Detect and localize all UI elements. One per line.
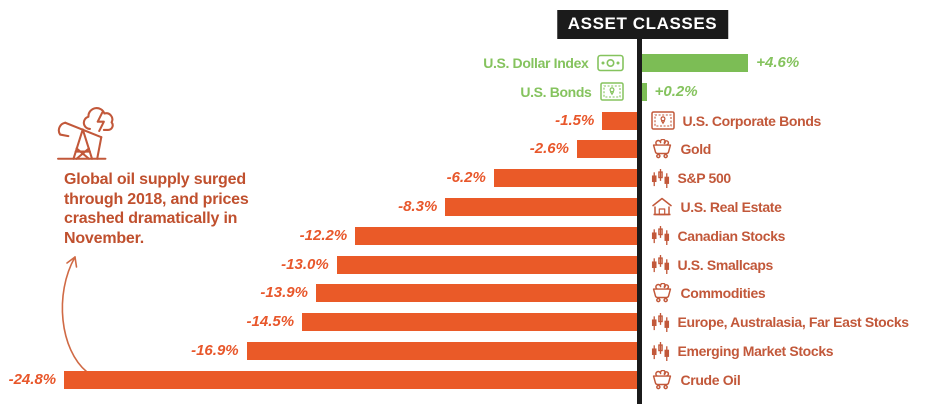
asset-name: U.S. Bonds (520, 83, 592, 100)
asset-name: Crude Oil (680, 371, 741, 388)
candlestick-chart-icon (651, 168, 670, 189)
value-label: -12.2% (299, 226, 348, 244)
asset-row-label: S&P 500 (651, 168, 732, 189)
value-label: -16.9% (191, 342, 239, 359)
bond-certificate-icon (599, 82, 624, 102)
asset-name: Canadian Stocks (677, 227, 786, 244)
bar (493, 169, 637, 188)
axis-line (637, 34, 642, 404)
banknote-icon (596, 54, 624, 72)
candlestick-chart-icon (651, 341, 670, 362)
value-label: -8.3% (398, 198, 438, 215)
candlestick-chart-icon (651, 225, 670, 246)
value-label: -6.2% (446, 169, 486, 187)
bar (642, 54, 749, 72)
bar (642, 82, 647, 101)
asset-row-label: Gold (651, 139, 712, 159)
value-label: -24.8% (8, 370, 57, 388)
asset-row-label: Emerging Market Stocks (651, 341, 834, 362)
oil-pumpjack-storm-icon (56, 98, 126, 171)
asset-row-label: U.S. Smallcaps (651, 254, 774, 275)
asset-row-label: Commodities (651, 283, 766, 303)
bar (302, 313, 637, 332)
annotation-text: Global oil supply surged through 2018, a… (64, 171, 249, 247)
asset-name: Gold (680, 141, 712, 158)
candlestick-chart-icon (651, 254, 670, 275)
bar (355, 226, 637, 245)
value-label: +4.6% (756, 54, 800, 71)
bar (576, 140, 637, 159)
asset-name: Emerging Market Stocks (677, 343, 834, 359)
house-icon (651, 197, 673, 217)
value-label: -13.9% (260, 284, 308, 302)
value-label: -14.5% (246, 313, 295, 331)
bar (602, 111, 637, 130)
asset-row-label: Crude Oil (651, 369, 741, 390)
asset-row-label: U.S. Bonds (520, 82, 624, 102)
cart-icon (651, 283, 673, 303)
bar (246, 342, 637, 360)
asset-name: Europe, Australasia, Far East Stocks (677, 314, 910, 331)
asset-name: Commodities (680, 285, 766, 302)
chart-title: ASSET CLASSES (556, 10, 729, 39)
asset-row-label: U.S. Dollar Index (483, 54, 624, 72)
asset-name: S&P 500 (677, 170, 732, 187)
bar (336, 255, 637, 274)
bar (315, 284, 637, 303)
bar (64, 370, 637, 389)
asset-row-label: U.S. Corporate Bonds (650, 111, 822, 130)
asset-name: U.S. Smallcaps (677, 256, 774, 273)
value-label: -2.6% (529, 140, 569, 158)
value-label: -13.0% (281, 255, 329, 273)
asset-name: U.S. Corporate Bonds (682, 112, 822, 129)
value-label: -1.5% (555, 111, 595, 129)
asset-row-label: U.S. Real Estate (651, 197, 782, 217)
asset-name: U.S. Dollar Index (483, 55, 589, 71)
cart-icon (651, 369, 673, 390)
asset-row-label: Canadian Stocks (651, 225, 786, 246)
bar (445, 198, 637, 216)
curved-arrow-icon (50, 250, 110, 383)
bond-certificate-icon (650, 111, 675, 130)
candlestick-chart-icon (651, 312, 670, 333)
asset-name: U.S. Real Estate (680, 199, 782, 215)
asset-row-label: Europe, Australasia, Far East Stocks (651, 312, 910, 333)
value-label: +0.2% (654, 82, 698, 100)
cart-icon (651, 139, 673, 159)
